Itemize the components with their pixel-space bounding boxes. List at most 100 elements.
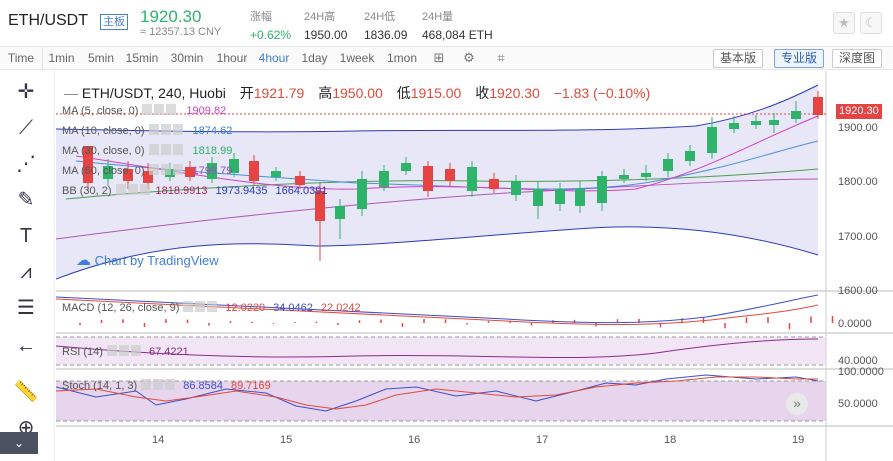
legend-buttons[interactable]	[183, 301, 218, 312]
view-basic-button[interactable]: 基本版	[713, 49, 764, 68]
drawing-tools-sidebar: ✛ ⟋ ⋰ ✎ T ⩘ ☰ ← 📏 ⊕	[0, 71, 55, 461]
stat-label: 涨幅	[250, 11, 272, 23]
legend-ma5: MA (5, close, 0) 1909.82	[62, 104, 226, 117]
low-value: 1915.00	[410, 85, 462, 101]
interval-toolbar: Time 1min 5min 15min 30min 1hour 4hour 1…	[0, 46, 893, 70]
interval-15min[interactable]: 15min	[125, 51, 159, 65]
view-pro-button[interactable]: 专业版	[774, 49, 825, 68]
close-value: 1920.30	[489, 85, 540, 101]
stoch-axis-tick: 100.0000	[838, 366, 884, 378]
tradingview-watermark[interactable]: ☁ Chart by TradingView	[76, 251, 219, 269]
ruler-icon[interactable]: 📏	[13, 381, 39, 403]
legend-buttons[interactable]	[148, 124, 183, 135]
bollinger-lower-line	[56, 226, 819, 280]
price-chart-svg[interactable]: 1900.00 1800.00 1700.00 1600.00 0.0000 40.000…	[56, 71, 893, 461]
legend-name: RSI (14)	[62, 346, 103, 358]
candle-body	[575, 189, 585, 206]
candle-body	[143, 171, 153, 183]
dark-mode-moon-icon[interactable]: ☾	[860, 12, 882, 34]
stat-value: 468,084 ETH	[422, 28, 493, 42]
interval-1min[interactable]: 1min	[42, 47, 80, 69]
legend-buttons[interactable]	[148, 144, 183, 155]
board-badge: 主板	[100, 14, 128, 30]
candle-body	[123, 169, 133, 181]
legend-buttons[interactable]	[142, 104, 177, 115]
interval-5min[interactable]: 5min	[87, 51, 114, 65]
candle-body	[207, 163, 217, 179]
favorite-star-icon[interactable]: ★	[833, 12, 855, 34]
screenshot-icon[interactable]: ⌗	[497, 50, 505, 65]
interval-1hour[interactable]: 1hour	[216, 51, 248, 65]
legend-buttons[interactable]	[148, 164, 183, 175]
candle-body	[315, 191, 325, 221]
legend-value: 86.8584	[183, 380, 223, 392]
last-price: 1920.30	[140, 7, 202, 26]
candle-body	[357, 179, 367, 209]
tradingview-cloud-icon: ☁	[76, 252, 91, 269]
legend-ma60: MA (60, close, 0) 1799.79	[62, 164, 232, 177]
candle-body	[103, 166, 113, 179]
legend-name: BB (30, 2)	[62, 185, 112, 197]
candle-body	[445, 169, 455, 181]
candle-body	[663, 159, 673, 171]
candle-body	[271, 171, 281, 177]
legend-name: MACD (12, 26, close, 9)	[62, 302, 180, 314]
text-tool-icon[interactable]: T	[19, 225, 33, 247]
legend-buttons[interactable]	[106, 345, 141, 356]
stat-value: +0.62%	[250, 28, 292, 42]
stat-label: 24H量	[422, 11, 454, 23]
legend-name: MA (10, close, 0)	[62, 125, 145, 137]
legend-value: 22.0242	[320, 302, 361, 314]
pair-name[interactable]: ETH/USDT	[8, 12, 88, 29]
candle-body	[597, 176, 607, 203]
candle-body	[813, 97, 823, 115]
collapse-toolbar-chevron-icon[interactable]: ⌄	[0, 432, 38, 454]
view-depth-button[interactable]: 深度图	[832, 49, 883, 68]
candle-body	[769, 120, 779, 125]
interval-4hour[interactable]: 4hour	[258, 51, 290, 65]
candle-body	[379, 171, 389, 187]
stat-label: 24H高	[304, 11, 336, 23]
stoch-band	[56, 381, 826, 421]
bollinger-band-fill	[56, 85, 818, 279]
legend-value: 1818.99	[192, 145, 233, 157]
chart-collapse-icon[interactable]: —	[64, 85, 78, 101]
macd-axis-tick: 0.0000	[838, 318, 872, 330]
interval-1week[interactable]: 1week	[339, 51, 375, 65]
interval-1day[interactable]: 1day	[301, 51, 328, 65]
open-label: 开	[239, 85, 254, 101]
stat-volume: 24H量 468,084 ETH	[422, 8, 493, 42]
legend-buttons[interactable]	[141, 379, 176, 390]
chart-type-candles-icon[interactable]: ⊞	[433, 50, 445, 65]
legend-buttons[interactable]	[115, 184, 150, 195]
settings-gear-icon[interactable]: ⚙	[463, 50, 475, 65]
watermark-text: Chart by TradingView	[94, 253, 219, 268]
candle-body	[295, 176, 305, 185]
legend-stoch: Stoch (14, 1, 3) 86.8584 89.7169	[62, 379, 271, 392]
pattern-icon[interactable]: ⩘	[20, 261, 32, 283]
time-axis-tick: 16	[408, 434, 420, 446]
chart-area[interactable]: 1900.00 1800.00 1700.00 1600.00 0.0000 40.000…	[56, 71, 893, 461]
back-arrow-icon[interactable]: ←	[16, 335, 36, 357]
candle-body	[423, 166, 433, 191]
legend-ma10: MA (10, close, 0) 1874.62	[62, 124, 232, 137]
interval-1mon[interactable]: 1mon	[386, 51, 418, 65]
legend-ma30: MA (30, close, 0) 1818.99	[62, 144, 232, 157]
candle-body	[791, 111, 801, 119]
trend-line-icon[interactable]: ⟋	[19, 117, 33, 139]
candle-body	[401, 163, 411, 171]
legend-name: MA (5, close, 0)	[62, 105, 139, 117]
interval-time[interactable]: Time	[7, 51, 35, 65]
pitchfork-icon[interactable]: ⋰	[16, 153, 36, 175]
price-axis-tick: 1700.00	[838, 231, 878, 243]
stat-low: 24H低 1836.09	[364, 8, 407, 42]
fib-retracement-icon[interactable]: ☰	[17, 297, 35, 319]
brush-icon[interactable]: ✎	[17, 189, 35, 211]
candle-body	[555, 189, 565, 204]
candle-body	[467, 167, 477, 191]
candle-body	[335, 206, 345, 219]
interval-30min[interactable]: 30min	[170, 51, 204, 65]
crosshair-icon[interactable]: ✛	[17, 81, 35, 103]
scroll-to-latest-chevron-icon[interactable]: »	[786, 393, 808, 415]
candle-body	[751, 121, 761, 125]
